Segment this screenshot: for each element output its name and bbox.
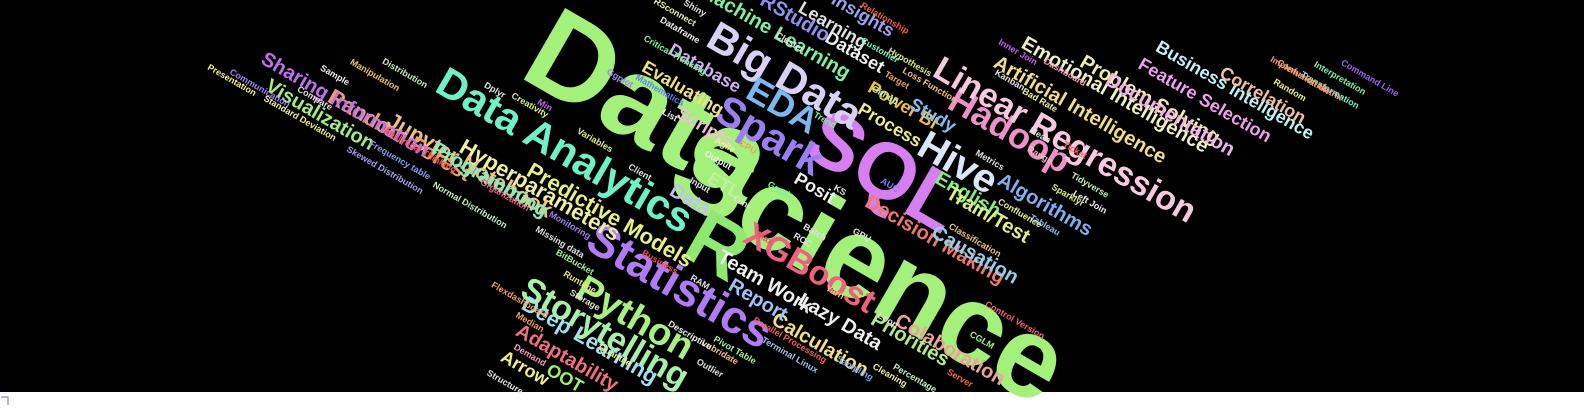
corner-mark [1, 396, 9, 405]
background [0, 0, 1584, 392]
